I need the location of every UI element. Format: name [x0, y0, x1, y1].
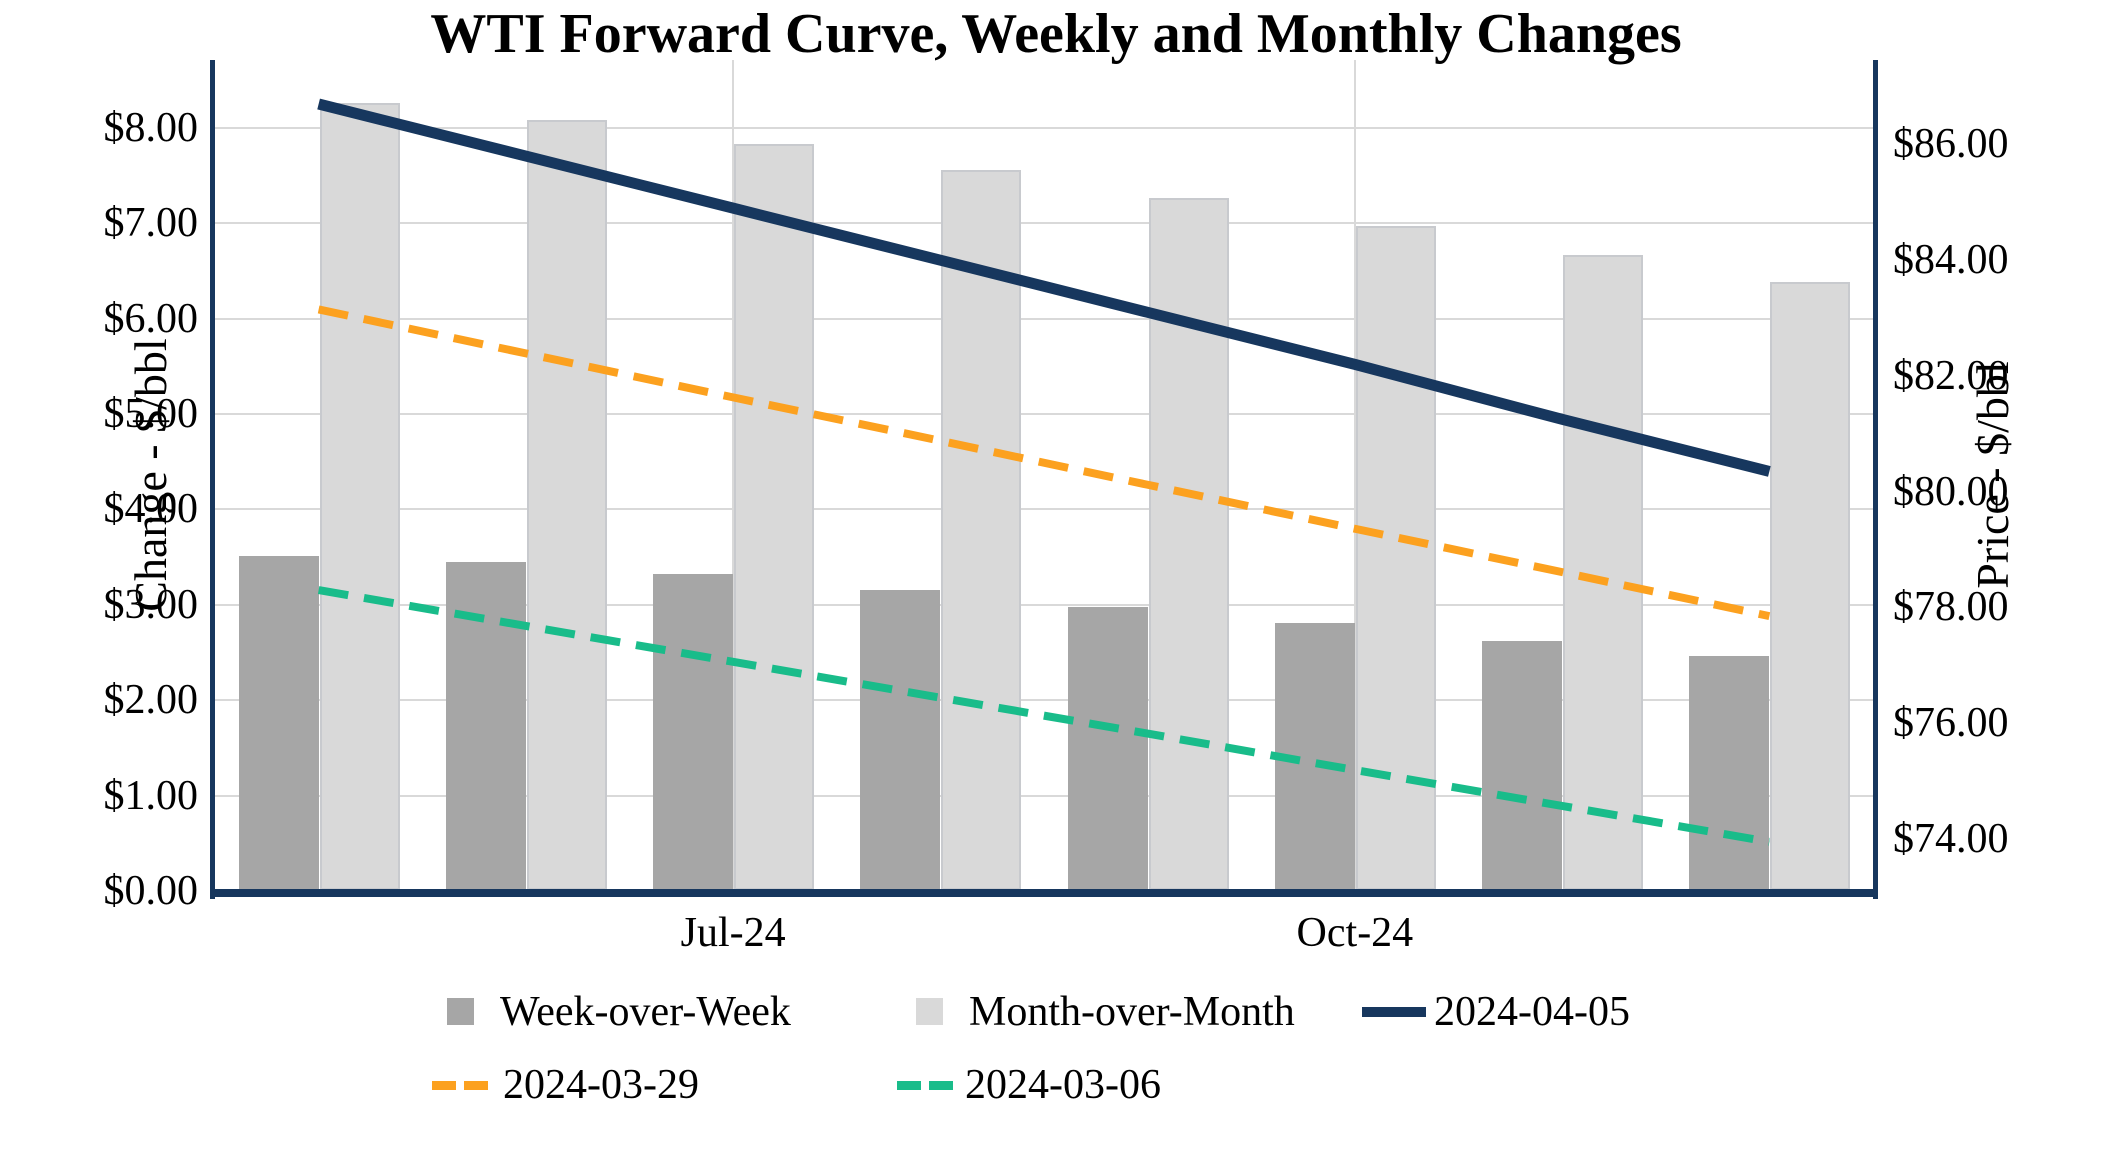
bar-week-over-week [445, 561, 526, 890]
bar-month-over-month [734, 143, 815, 890]
legend-swatch-2024-03-29 [432, 1081, 456, 1090]
legend-label-week-over-week: Week-over-Week [500, 989, 791, 1035]
legend-label-2024-03-06: 2024-03-06 [965, 1062, 1161, 1108]
legend-swatch-2024-03-29 [464, 1081, 488, 1090]
bar-week-over-week [1067, 606, 1148, 890]
bar-week-over-week [238, 556, 319, 890]
gridline-horizontal [215, 222, 1873, 225]
left-axis-tick-label: $4.00 [103, 486, 199, 533]
right-axis-tick-label: $80.00 [1893, 468, 2009, 515]
right-axis-tick-label: $74.00 [1893, 815, 2009, 862]
bar-week-over-week [1274, 622, 1355, 890]
bar-week-over-week [1482, 641, 1563, 890]
left-axis-tick-label: $0.00 [103, 868, 199, 914]
x-axis-tick-label: Jul-24 [680, 910, 786, 956]
bar-week-over-week [653, 574, 734, 890]
right-axis-tick-label: $84.00 [1893, 237, 2009, 284]
legend-label-month-over-month: Month-over-Month [969, 989, 1295, 1035]
bar-month-over-month [1355, 226, 1436, 890]
bar-week-over-week [860, 590, 941, 890]
left-axis-title: Change - $/bbl [125, 338, 177, 612]
legend-swatch-2024-03-06 [897, 1081, 921, 1090]
right-axis-tick-label: $76.00 [1893, 700, 2009, 747]
right-axis-tick-label: $78.00 [1893, 584, 2009, 631]
gridline-horizontal [215, 126, 1873, 129]
right-axis-line [1873, 60, 1878, 899]
bottom-axis-line [210, 889, 1878, 897]
bar-week-over-week [1689, 656, 1770, 890]
left-axis-tick-label: $3.00 [103, 581, 199, 628]
legend-swatch-2024-03-06 [929, 1081, 953, 1090]
left-axis-tick-label: $6.00 [103, 295, 199, 342]
x-axis-tick-label: Oct-24 [1296, 910, 1414, 956]
left-axis-tick-label: $7.00 [103, 200, 199, 247]
bar-month-over-month [319, 102, 400, 890]
legend-swatch-week-over-week [447, 998, 474, 1025]
bar-month-over-month [1770, 282, 1851, 890]
bar-month-over-month [1148, 198, 1229, 890]
right-axis-tick-label: $86.00 [1893, 121, 2009, 168]
left-axis-tick-label: $8.00 [103, 104, 199, 151]
right-axis-tick-label: $82.00 [1893, 352, 2009, 399]
bar-month-over-month [941, 169, 1022, 890]
legend-label-2024-04-05: 2024-04-05 [1434, 989, 1630, 1035]
legend-swatch-2024-04-05 [1362, 1007, 1426, 1017]
chart-title: WTI Forward Curve, Weekly and Monthly Ch… [430, 3, 1682, 65]
left-axis-tick-label: $5.00 [103, 390, 199, 437]
left-axis-tick-label: $2.00 [103, 677, 199, 724]
bar-month-over-month [1563, 254, 1644, 890]
legend-swatch-month-over-month [916, 998, 943, 1025]
legend-label-2024-03-29: 2024-03-29 [503, 1062, 699, 1108]
left-axis-tick-label: $1.00 [103, 772, 199, 819]
bar-month-over-month [526, 120, 607, 890]
left-axis-line [210, 60, 215, 899]
